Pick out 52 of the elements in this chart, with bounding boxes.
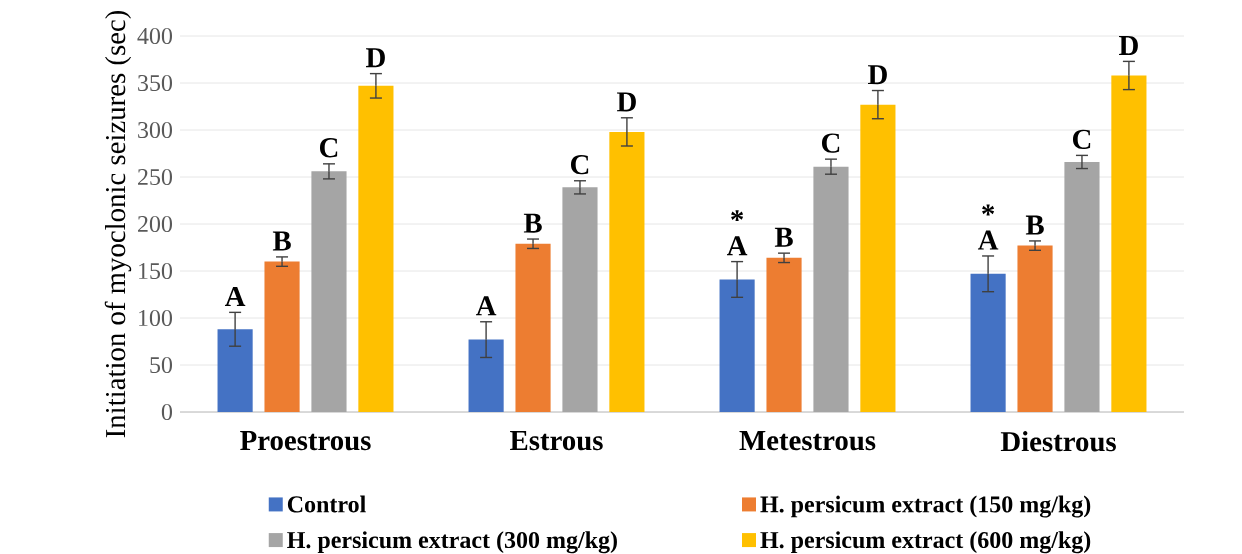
annotation: * xyxy=(731,210,744,222)
legend-label: Control xyxy=(287,495,366,513)
y-tick-label: 250 xyxy=(138,168,173,186)
bar xyxy=(766,257,802,412)
bar xyxy=(970,273,1006,412)
bar xyxy=(1064,161,1100,412)
y-tick-label: 0 xyxy=(161,403,173,421)
legend-label: H. persicum extract (150 mg/kg) xyxy=(760,495,1091,518)
y-tick-label: 200 xyxy=(138,215,173,233)
data-label: D xyxy=(617,92,636,112)
bar xyxy=(311,171,347,412)
bar xyxy=(358,85,394,412)
data-label: A xyxy=(224,286,246,306)
data-label: B xyxy=(1025,215,1044,235)
data-label: D xyxy=(366,48,385,68)
bar xyxy=(609,131,645,412)
data-label: C xyxy=(1072,129,1091,149)
bar xyxy=(1017,245,1053,412)
bar xyxy=(468,339,504,412)
bar xyxy=(719,279,755,412)
y-tick-label: 350 xyxy=(138,74,173,92)
data-label: C xyxy=(821,133,840,153)
data-label: A xyxy=(726,236,748,256)
x-tick-label: Diestrous xyxy=(1000,431,1116,452)
x-tick-label: Estrous xyxy=(510,431,603,451)
data-label: C xyxy=(570,155,589,175)
bar xyxy=(1111,75,1147,412)
data-label: C xyxy=(319,138,338,158)
bar xyxy=(562,187,598,412)
bar xyxy=(217,329,253,412)
y-tick-label: 400 xyxy=(137,27,173,45)
y-axis-title: Initiation of myoclonic seizures (sec) xyxy=(104,10,132,438)
data-label: A xyxy=(977,230,999,250)
bar xyxy=(264,261,300,412)
x-tick-label: Metestrous xyxy=(739,431,876,451)
x-tick-label: Proestrous xyxy=(240,431,371,451)
data-label: B xyxy=(523,213,542,233)
bar xyxy=(515,243,551,412)
data-label: B xyxy=(272,231,291,251)
legend-label: H. persicum extract (300 mg/kg) xyxy=(287,531,617,554)
legend-label: H. persicum extract (600 mg/kg) xyxy=(760,531,1091,554)
data-label: A xyxy=(475,296,497,316)
bar xyxy=(860,104,896,412)
data-label: D xyxy=(1119,36,1138,55)
bar xyxy=(813,166,849,412)
y-tick-label: 50 xyxy=(150,356,173,374)
annotation: * xyxy=(982,204,995,216)
y-tick-label: 150 xyxy=(139,262,173,280)
y-tick-label: 300 xyxy=(138,121,173,139)
y-tick-label: 100 xyxy=(139,309,173,327)
data-label: D xyxy=(868,65,887,85)
data-label: B xyxy=(774,227,793,247)
